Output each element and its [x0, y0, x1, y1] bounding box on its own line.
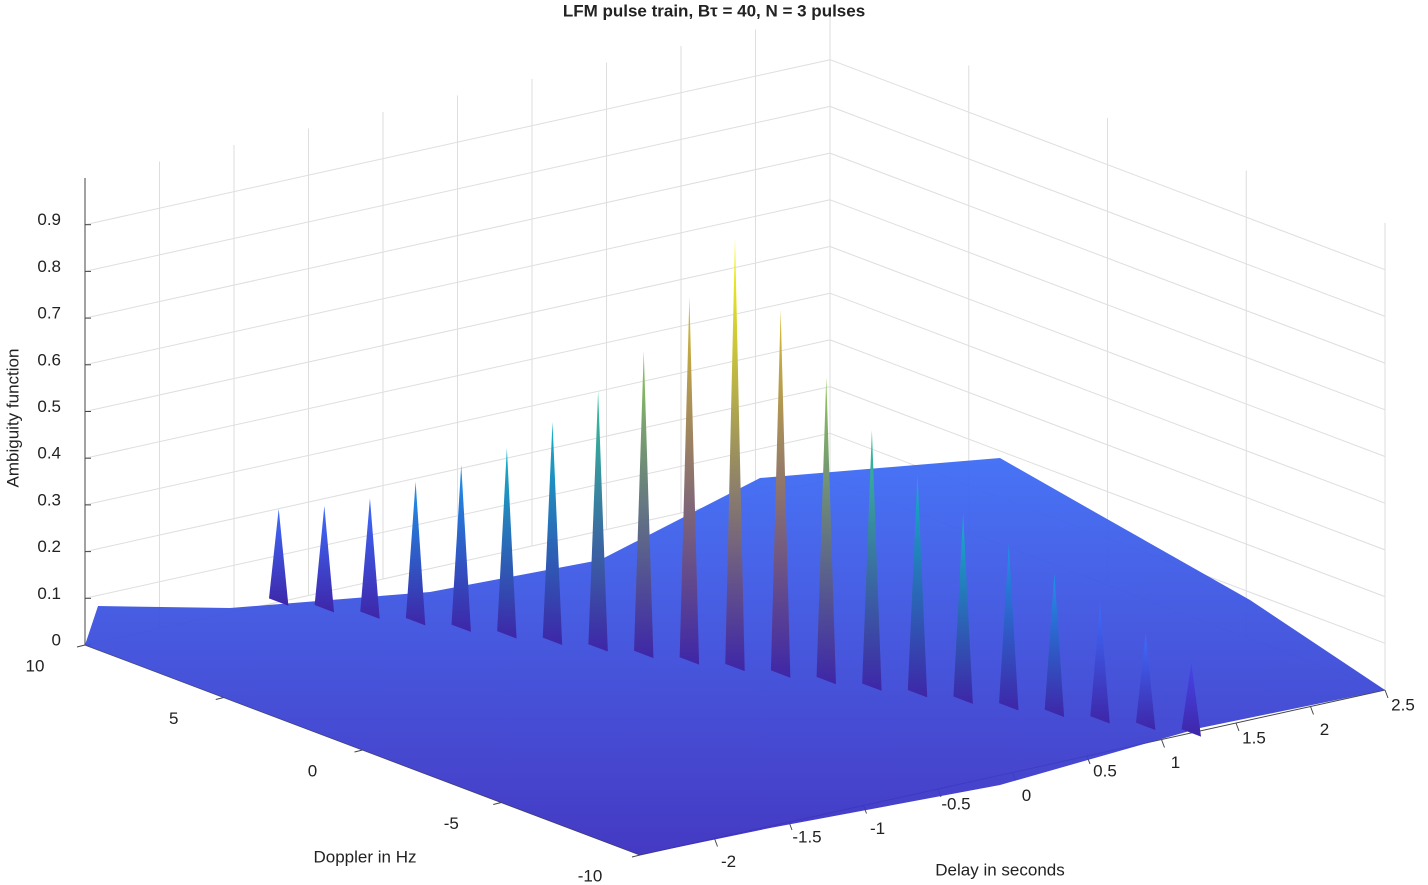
surface-peak [1044, 573, 1065, 717]
z-tick-label: 0.1 [37, 584, 61, 603]
y-axis-label: Doppler in Hz [314, 847, 417, 866]
x-tick-label: 1 [1171, 753, 1180, 772]
z-tick-label: 0.5 [37, 397, 61, 416]
x-tick [1384, 689, 1389, 699]
y-tick [76, 644, 86, 648]
x-tick [1161, 739, 1165, 748]
surface-peak [679, 296, 700, 665]
x-tick-label: 0.5 [1093, 761, 1117, 780]
surface-peak [999, 543, 1019, 711]
surface-peak [360, 498, 380, 619]
surface-peak [451, 464, 471, 632]
surface-peak [634, 350, 654, 659]
x-tick-label: -0.5 [941, 794, 970, 813]
grid [76, 13, 1389, 858]
surface-peak [588, 391, 608, 652]
z-tick-label: 0.3 [37, 490, 61, 509]
surface-peak [862, 430, 882, 691]
z-axis-label: Ambiguity function [3, 349, 22, 488]
surface-peak [1181, 662, 1202, 737]
surface-peak [770, 309, 791, 678]
y-tick-label: -5 [444, 814, 459, 833]
y-tick [215, 697, 224, 700]
x-tick-label: -2 [721, 852, 736, 871]
surface-peak [405, 481, 426, 626]
z-tick-label: 0 [52, 630, 61, 649]
surface-peak [542, 421, 563, 646]
x-tick-label: 1.5 [1242, 728, 1266, 747]
y-tick [493, 802, 502, 805]
x-tick-label: -1.5 [792, 827, 821, 846]
surface-peak [314, 505, 335, 613]
surface-peak [1090, 603, 1110, 724]
z-tick-label: 0.9 [37, 210, 61, 229]
x-tick-label: 0 [1022, 786, 1031, 805]
z-tick-label: 0.7 [37, 304, 61, 323]
x-tick [1310, 706, 1314, 715]
surface-peak [953, 513, 973, 704]
surface-peak [907, 474, 928, 698]
y-tick-label: 10 [26, 656, 45, 675]
x-tick [1235, 722, 1240, 732]
y-tick [354, 749, 363, 753]
chart-title: LFM pulse train, Bτ = 40, N = 3 pulses [563, 1, 865, 20]
x-tick-label: -1 [870, 819, 885, 838]
x-axis-label: Delay in seconds [935, 860, 1064, 879]
z-tick-label: 0.2 [37, 537, 61, 556]
surface-peak [816, 377, 836, 685]
surface-peak [1135, 632, 1156, 731]
z-tick-label: 0.8 [37, 257, 61, 276]
x-tick-label: 2.5 [1391, 695, 1415, 714]
x-tick [714, 838, 718, 847]
surface [268, 237, 1202, 737]
x-tick-label: 2 [1320, 720, 1329, 739]
surface-peak [725, 237, 745, 672]
surface-peak [268, 508, 289, 606]
z-tick-label: 0.4 [37, 444, 61, 463]
surface-peak [497, 448, 517, 639]
y-tick-label: -10 [578, 866, 603, 885]
z-tick-label: 0.6 [37, 350, 61, 369]
y-tick [631, 854, 641, 858]
y-tick-label: 5 [169, 709, 178, 728]
y-tick-label: 0 [308, 761, 317, 780]
